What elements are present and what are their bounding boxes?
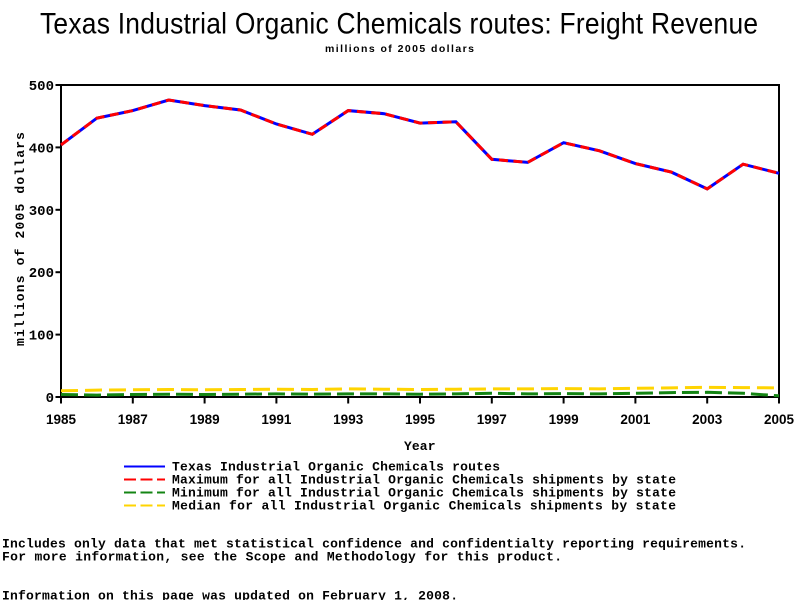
svg-text:2001: 2001 bbox=[620, 412, 651, 427]
svg-text:For more information, see the: For more information, see the Scope and … bbox=[2, 550, 562, 565]
svg-text:1999: 1999 bbox=[549, 412, 579, 427]
svg-text:Median for all Industrial Orga: Median for all Industrial Organic Chemic… bbox=[172, 499, 676, 514]
svg-text:500: 500 bbox=[29, 79, 54, 95]
svg-text:Information on this page was u: Information on this page was updated on … bbox=[2, 589, 458, 600]
svg-text:1997: 1997 bbox=[477, 412, 507, 427]
svg-text:Minimum for all Industrial Org: Minimum for all Industrial Organic Chemi… bbox=[172, 486, 676, 501]
svg-text:1985: 1985 bbox=[46, 412, 77, 427]
svg-text:1991: 1991 bbox=[261, 412, 292, 427]
svg-text:2005: 2005 bbox=[764, 412, 795, 427]
svg-text:Includes only data that met st: Includes only data that met statistical … bbox=[2, 537, 746, 552]
svg-text:1995: 1995 bbox=[405, 412, 436, 427]
svg-text:100: 100 bbox=[29, 329, 54, 345]
svg-text:millions of 2005 dollars: millions of 2005 dollars bbox=[325, 43, 474, 55]
svg-text:Maximum for all Industrial Org: Maximum for all Industrial Organic Chemi… bbox=[172, 473, 676, 488]
svg-text:1987: 1987 bbox=[118, 412, 148, 427]
svg-text:2003: 2003 bbox=[692, 412, 723, 427]
svg-text:400: 400 bbox=[29, 141, 54, 157]
svg-text:Year: Year bbox=[404, 439, 436, 454]
svg-text:200: 200 bbox=[29, 266, 54, 282]
svg-text:Texas Industrial Organic Chemi: Texas Industrial Organic Chemicals route… bbox=[40, 6, 758, 40]
svg-text:millions of 2005 dollars: millions of 2005 dollars bbox=[13, 132, 28, 346]
svg-text:300: 300 bbox=[29, 204, 54, 220]
svg-text:1993: 1993 bbox=[333, 412, 364, 427]
svg-text:Texas Industrial Organic Chemi: Texas Industrial Organic Chemicals route… bbox=[172, 460, 500, 475]
svg-text:1989: 1989 bbox=[190, 412, 220, 427]
svg-text:0: 0 bbox=[46, 391, 54, 407]
